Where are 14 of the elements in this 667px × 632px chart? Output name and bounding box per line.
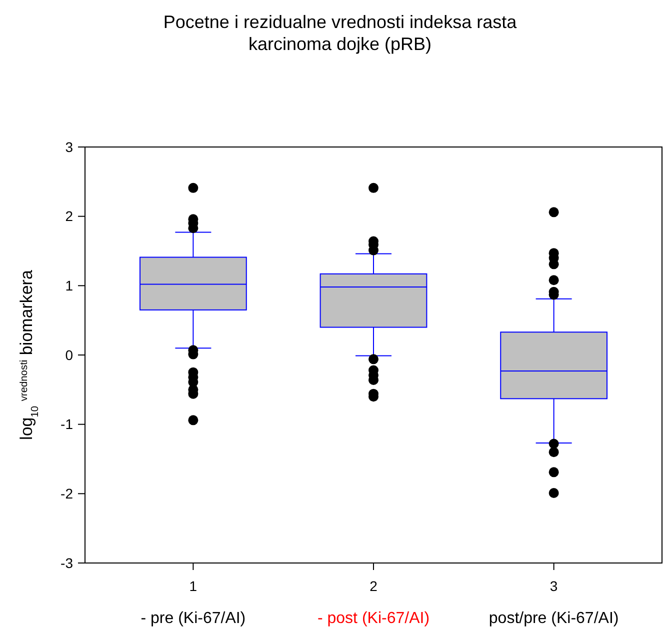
- text: post/pre (Ki-67/AI): [488, 610, 619, 627]
- y-tick-label: 3: [65, 138, 74, 155]
- text: - pre (Ki-67/AI): [140, 610, 246, 627]
- y-tick-label: 0: [65, 346, 74, 363]
- y-tick-label: -2: [60, 486, 74, 502]
- y-tick-label: -1: [60, 416, 74, 432]
- y-tick-label: 1: [65, 278, 74, 294]
- x-tick-label: 1: [189, 578, 198, 594]
- y-tick-label: 2: [65, 208, 74, 224]
- x-tick-label: 3: [550, 578, 558, 594]
- x-tick-label: 2: [370, 578, 378, 594]
- text: - post (Ki-67/AI): [317, 610, 430, 627]
- y-tick-label: -3: [60, 554, 74, 571]
- chart-title: Pocetne i rezidualne vrednosti indeksa rasta karcinoma dojke (pRB): [163, 12, 518, 54]
